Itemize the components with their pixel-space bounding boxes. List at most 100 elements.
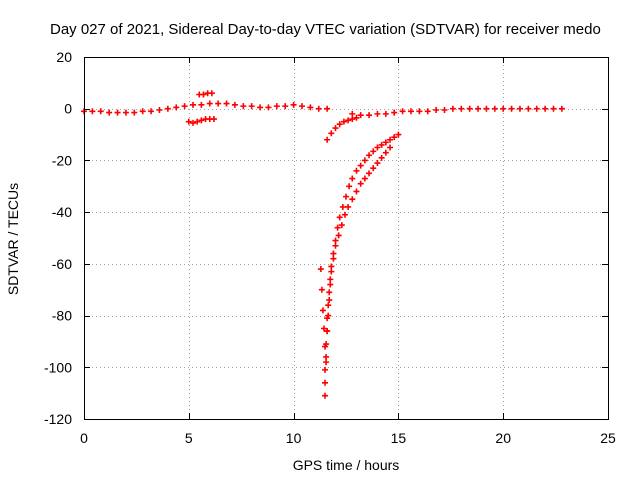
data-point [508, 105, 515, 112]
data-point [328, 130, 335, 137]
data-point [208, 90, 215, 97]
y-tick-label: -60 [52, 256, 72, 272]
x-tick-label: 25 [600, 430, 616, 446]
data-point [194, 118, 201, 125]
data-point [343, 193, 349, 200]
data-point [122, 109, 129, 116]
data-point [334, 224, 341, 231]
data-point [338, 222, 345, 229]
data-point [326, 297, 333, 304]
data-point [399, 108, 406, 115]
axis-tick-labels: 0 5 10 15 20 25 -120 -100 -80 -60 -40 -20 0 20 [44, 49, 616, 446]
data-point [332, 237, 339, 244]
data-point [349, 175, 356, 182]
data-point [458, 105, 465, 112]
data-point [131, 109, 138, 116]
data-point [307, 104, 314, 111]
data-point [391, 109, 398, 116]
data-point [328, 268, 335, 275]
data-point [345, 203, 352, 210]
data-point [361, 157, 368, 164]
data-point [382, 110, 389, 117]
data-point [290, 101, 297, 108]
x-tick-label: 20 [495, 430, 511, 446]
data-point [223, 100, 230, 107]
series-dip-inner [324, 144, 394, 335]
y-tick-label: -80 [52, 308, 72, 324]
series-cluster-5h-lower [185, 116, 217, 126]
data-point [322, 392, 329, 399]
data-point [200, 91, 207, 98]
data-point [361, 175, 368, 182]
data-point [357, 180, 364, 187]
data-point [148, 108, 155, 115]
y-tick-label: -40 [52, 204, 72, 220]
data-point [491, 105, 498, 112]
data-point [374, 160, 381, 167]
data-point [357, 162, 364, 169]
data-point [325, 312, 332, 319]
data-point [298, 103, 305, 110]
data-point [327, 281, 334, 288]
data-point [357, 112, 364, 119]
data-point [240, 103, 247, 110]
data-point [330, 255, 337, 262]
chart-title: Day 027 of 2021, Sidereal Day-to-day VTE… [50, 21, 601, 38]
data-point [433, 107, 440, 114]
data-point [378, 154, 385, 161]
data-point [500, 105, 507, 112]
data-point [441, 107, 448, 114]
data-point [366, 170, 373, 177]
data-point [370, 148, 377, 155]
data-point [353, 188, 360, 195]
data-point [387, 136, 394, 143]
data-point [387, 144, 394, 151]
data-point [550, 105, 557, 112]
data-point [114, 109, 121, 116]
data-point [215, 100, 222, 107]
x-tick-label: 0 [80, 430, 88, 446]
data-point [273, 103, 280, 110]
data-point [336, 214, 343, 221]
data-point [315, 105, 322, 112]
y-tick-label: -20 [52, 152, 72, 168]
data-point [319, 307, 326, 314]
data-point [181, 103, 188, 110]
data-point [335, 232, 342, 239]
data-point [330, 250, 337, 257]
data-point [198, 117, 205, 124]
data-point [374, 110, 381, 117]
series-dip-left-scatter [317, 266, 330, 366]
data-point [424, 108, 431, 115]
data-point [475, 105, 482, 112]
data-point [89, 108, 96, 115]
data-point [318, 286, 325, 293]
x-tick-label: 15 [391, 430, 407, 446]
data-point [198, 101, 205, 108]
data-point [374, 144, 381, 151]
data-point [324, 105, 331, 112]
data-point [366, 152, 373, 159]
data-point [332, 242, 339, 249]
x-tick-label: 10 [286, 430, 302, 446]
data-point [317, 266, 324, 273]
data-point [395, 131, 402, 138]
data-point [542, 105, 549, 112]
y-tick-label: 0 [64, 101, 72, 117]
data-point [185, 118, 192, 125]
data-point [533, 105, 540, 112]
data-point [349, 196, 356, 203]
data-point [341, 211, 348, 218]
data-point [382, 139, 389, 146]
data-point [324, 136, 331, 143]
data-point [483, 105, 490, 112]
data-point [257, 104, 264, 111]
data-point [156, 107, 163, 114]
data-point [466, 105, 473, 112]
data-point [282, 103, 289, 110]
data-point [323, 353, 330, 360]
data-point [340, 118, 347, 125]
data-point [353, 114, 360, 121]
